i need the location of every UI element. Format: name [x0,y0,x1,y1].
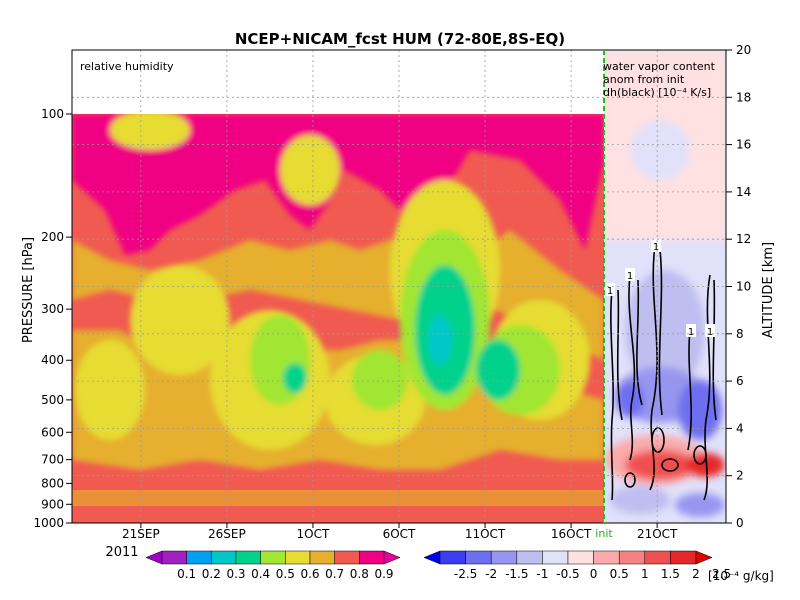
time-tick-label: 26SEP [208,527,246,541]
y-axis-label-left: PRESSURE [hPa] [21,237,36,343]
colorbar-label: 1 [641,567,649,581]
colorbar-label: 0.3 [226,567,245,581]
pressure-tick-label: 800 [41,476,64,490]
colorbar-swatch [260,550,286,565]
gridlines [72,50,726,523]
colorbar-label: -1.5 [505,567,528,581]
altitude-tick-label: 12 [736,232,751,246]
altitude-tick-label: 10 [736,280,751,294]
colorbar-label: 0.9 [374,567,393,581]
contour-label: 1 [653,242,659,253]
right-panel-label-line3: dh(black) [10⁻⁴ K/s] [603,86,711,99]
colorbar-label: -1 [536,567,548,581]
colorbar-swatch [567,550,594,565]
anomaly-field: 1 1 1 1 1 [604,50,726,523]
colorbar-swatch [334,550,360,565]
colorbar-extend-high [383,550,401,565]
time-tick-label: 11OCT [465,527,506,541]
pressure-tick-label: 500 [41,393,64,407]
altitude-tick-label: 18 [736,90,751,104]
altitude-tick-label: 2 [736,469,744,483]
altitude-tick-label: 20 [736,43,751,57]
colorbar-label: 1.5 [661,567,680,581]
right-panel-label-line1: water vapor content [603,60,716,73]
colorbar-swatch [593,550,620,565]
colorbar-swatch [439,550,466,565]
colorbar-label: 0.2 [202,567,221,581]
colorbar-swatch [490,550,518,565]
contour-label: 1 [627,271,633,282]
pressure-tick-label: 600 [41,425,64,439]
colorbar-label: 0.8 [350,567,369,581]
colorbar-swatch [285,550,311,565]
colorbar-label: 0.1 [177,567,196,581]
time-tick-label: 16OCT [551,527,592,541]
pressure-ticks: 100 200 300 400 500 600 700 800 900 1000 [33,107,72,530]
altitude-tick-label: 4 [736,421,744,435]
colorbar-swatch [309,550,335,565]
contour-label: 1 [707,327,713,338]
colorbar-swatch [211,550,237,565]
colorbar-label: -2.5 [454,567,477,581]
pressure-tick-label: 900 [41,497,64,511]
time-ticks: 21SEP 26SEP 1OCT 6OCT 11OCT 16OCT 21OCT [122,523,678,541]
colorbar-swatch [359,550,385,565]
pressure-tick-label: 700 [41,453,64,467]
colorbar-extend-low [423,550,441,565]
pressure-tick-label: 1000 [33,516,64,530]
colorbar-label: 2.5 [712,567,731,581]
altitude-tick-label: 6 [736,374,744,388]
right-panel-label-line2: anom from init [603,73,685,86]
altitude-tick-label: 8 [736,327,744,341]
colorbar-anomaly-unit: [10⁻⁴ g/kg] [708,569,774,583]
pressure-tick-label: 100 [41,107,64,121]
time-tick-label: 6OCT [383,527,416,541]
altitude-tick-label: 16 [736,138,751,152]
colorbar-swatch [618,550,646,565]
colorbar-label: 0.7 [325,567,344,581]
colorbar-swatch [186,550,212,565]
colorbar-label: 0.4 [251,567,270,581]
x-axis-year: 2011 [105,545,138,560]
colorbar-label: -0.5 [556,567,579,581]
chart-title: NCEP+NICAM_fcst HUM (72-80E,8S-EQ) [235,30,565,48]
colorbar-swatch [670,550,697,565]
colorbar-swatch [161,550,187,565]
pressure-tick-label: 300 [41,302,64,316]
colorbar-label: -2 [485,567,497,581]
colorbar-label: 0.5 [276,567,295,581]
colorbar-swatch [465,550,492,565]
contour-label: 1 [607,286,613,297]
colorbar-swatch [516,550,543,565]
pressure-tick-label: 400 [41,353,64,367]
altitude-tick-label: 0 [736,516,744,530]
left-panel-label: relative humidity [80,60,174,73]
colorbar-rh: 0.1 0.2 0.3 0.4 0.5 0.6 0.7 0.8 0.9 [145,550,401,581]
y-axis-label-right: ALTITUDE [km] [761,242,776,338]
colorbar-label: 0.6 [300,567,319,581]
colorbar-extend-high [695,550,713,565]
colorbar-swatch [542,550,569,565]
colorbar-label: 0 [590,567,598,581]
colorbar-anomaly: -2.5 -2 -1.5 -1 -0.5 0 0.5 1 1.5 2 2.5 [423,550,731,581]
colorbar-label: 0.5 [610,567,629,581]
time-tick-label: 21OCT [637,527,678,541]
colorbar-swatch [235,550,261,565]
colorbar-label: 2 [692,567,700,581]
time-tick-label: 21SEP [122,527,160,541]
contour-label: 1 [688,327,694,338]
colorbar-swatch [644,550,671,565]
colorbar-extend-low [145,550,163,565]
altitude-ticks: 0 2 4 6 8 10 12 14 16 18 20 [726,43,751,530]
altitude-tick-label: 14 [736,185,751,199]
pressure-tick-label: 200 [41,230,64,244]
init-label: init [595,527,613,540]
rh-heatmap-field [72,114,604,523]
time-tick-label: 1OCT [297,527,330,541]
